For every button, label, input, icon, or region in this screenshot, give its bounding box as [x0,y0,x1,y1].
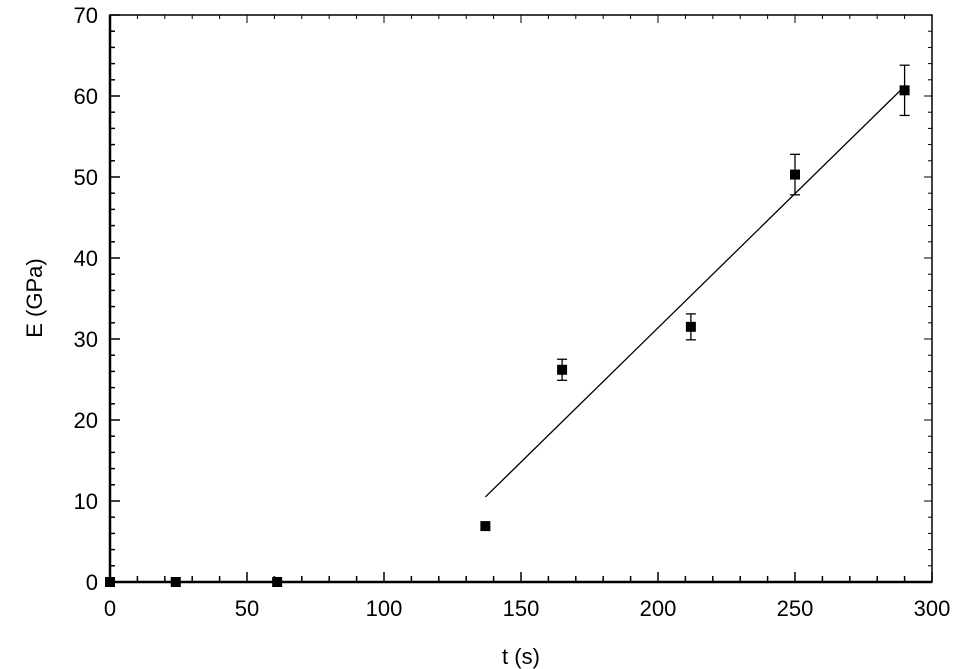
x-tick-label: 0 [104,596,116,621]
x-tick-labels: 0 50 100 150 200 250 300 [104,596,950,621]
x-tick-label: 150 [503,596,540,621]
y-tick-label: 40 [74,246,98,271]
data-point [557,364,568,375]
x-tick-label: 200 [640,596,677,621]
data-point [480,521,491,532]
y-tick-label: 0 [86,570,98,595]
y-tick-label: 60 [74,84,98,109]
data-point [272,577,283,587]
x-tick-label: 250 [777,596,814,621]
data-point [105,577,115,587]
plot-border [109,14,933,583]
y-tick-labels: 0 10 20 30 40 50 60 70 [74,3,98,595]
y-tick-label: 20 [74,408,98,433]
y-axis-title: E (GPa) [22,258,47,337]
x-tick-label: 100 [366,596,403,621]
x-tick-label: 50 [235,596,259,621]
y-tick-label: 50 [74,165,98,190]
y-tick-label: 70 [74,3,98,28]
plot-frame [108,14,933,584]
fit-lines [110,85,906,583]
y-tick-label: 10 [74,489,98,514]
axis-ticks [109,14,933,583]
linear-fit-line [484,85,906,498]
data-point [170,577,181,587]
data-point [790,169,800,180]
data-point [899,85,910,96]
x-tick-label: 300 [914,596,951,621]
data-point [685,321,696,332]
x-axis-title: t (s) [502,644,540,669]
data-points [105,64,910,587]
y-tick-label: 30 [74,327,98,352]
